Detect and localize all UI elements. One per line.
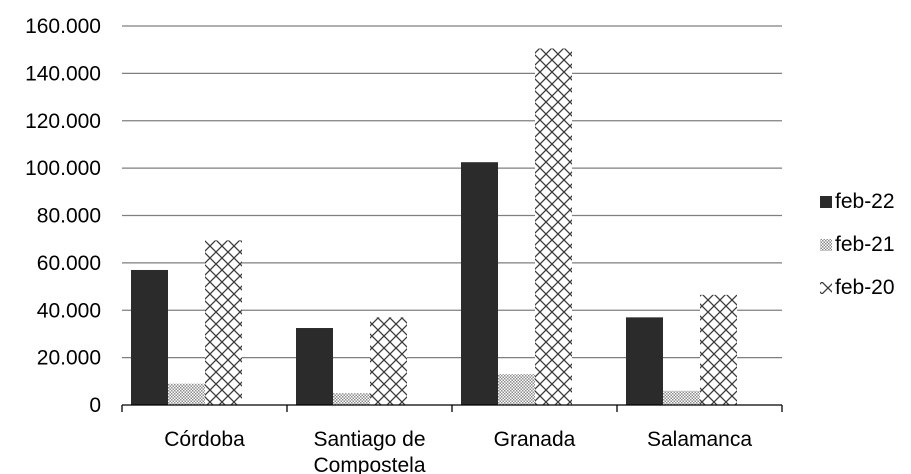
y-tick-label: 20.000 (37, 347, 101, 370)
x-axis (121, 404, 783, 412)
x-category-label-line: Granada (494, 428, 576, 451)
x-category-label-line: Santiago de (313, 428, 425, 451)
bar-feb-22-0 (131, 269, 168, 405)
x-category-label-line: Córdoba (164, 428, 245, 451)
bar-feb-21-1 (333, 393, 370, 405)
x-axis-category-labels: Córdoba Santiago de Compostela Granada Salam… (164, 428, 752, 474)
legend-swatch-feb-20 (820, 282, 832, 294)
y-axis-tick-labels: 0 20.000 40.000 60.000 80.000 100.000 120.000 1… (25, 15, 101, 417)
legend-swatch-feb-21 (820, 239, 832, 251)
bar-feb-22-3 (626, 317, 663, 405)
legend-label: feb-20 (835, 276, 895, 299)
y-tick-label: 100.000 (25, 157, 101, 180)
legend-swatch-feb-22 (820, 196, 832, 208)
y-tick-label: 0 (89, 394, 101, 417)
bar-feb-20-2 (535, 48, 572, 406)
x-category-label-line: Compostela (313, 454, 425, 474)
y-tick-label: 160.000 (25, 15, 101, 38)
legend-label: feb-22 (835, 190, 895, 213)
x-category-label-line: Salamanca (647, 428, 752, 451)
y-tick-label: 40.000 (37, 299, 101, 322)
legend-label: feb-21 (835, 233, 895, 256)
bars (131, 48, 737, 406)
bar-feb-22-2 (461, 162, 498, 405)
bar-feb-21-3 (663, 390, 700, 405)
y-tick-label: 60.000 (37, 252, 101, 275)
y-tick-label: 80.000 (37, 205, 101, 228)
x-category-label: Santiago de Compostela (313, 428, 425, 474)
x-category-label: Córdoba (164, 428, 245, 451)
legend: feb-22 feb-21 feb-20 (820, 190, 895, 299)
bar-feb-21-2 (498, 374, 535, 405)
bar-feb-20-1 (370, 317, 407, 405)
x-category-label: Granada (494, 428, 576, 451)
bar-feb-22-1 (296, 328, 333, 405)
bar-feb-21-0 (168, 383, 205, 405)
bar-feb-20-3 (700, 294, 737, 405)
bar-feb-20-0 (205, 240, 242, 405)
x-category-label: Salamanca (647, 428, 752, 451)
y-tick-label: 120.000 (25, 110, 101, 133)
y-tick-label: 140.000 (25, 62, 101, 85)
